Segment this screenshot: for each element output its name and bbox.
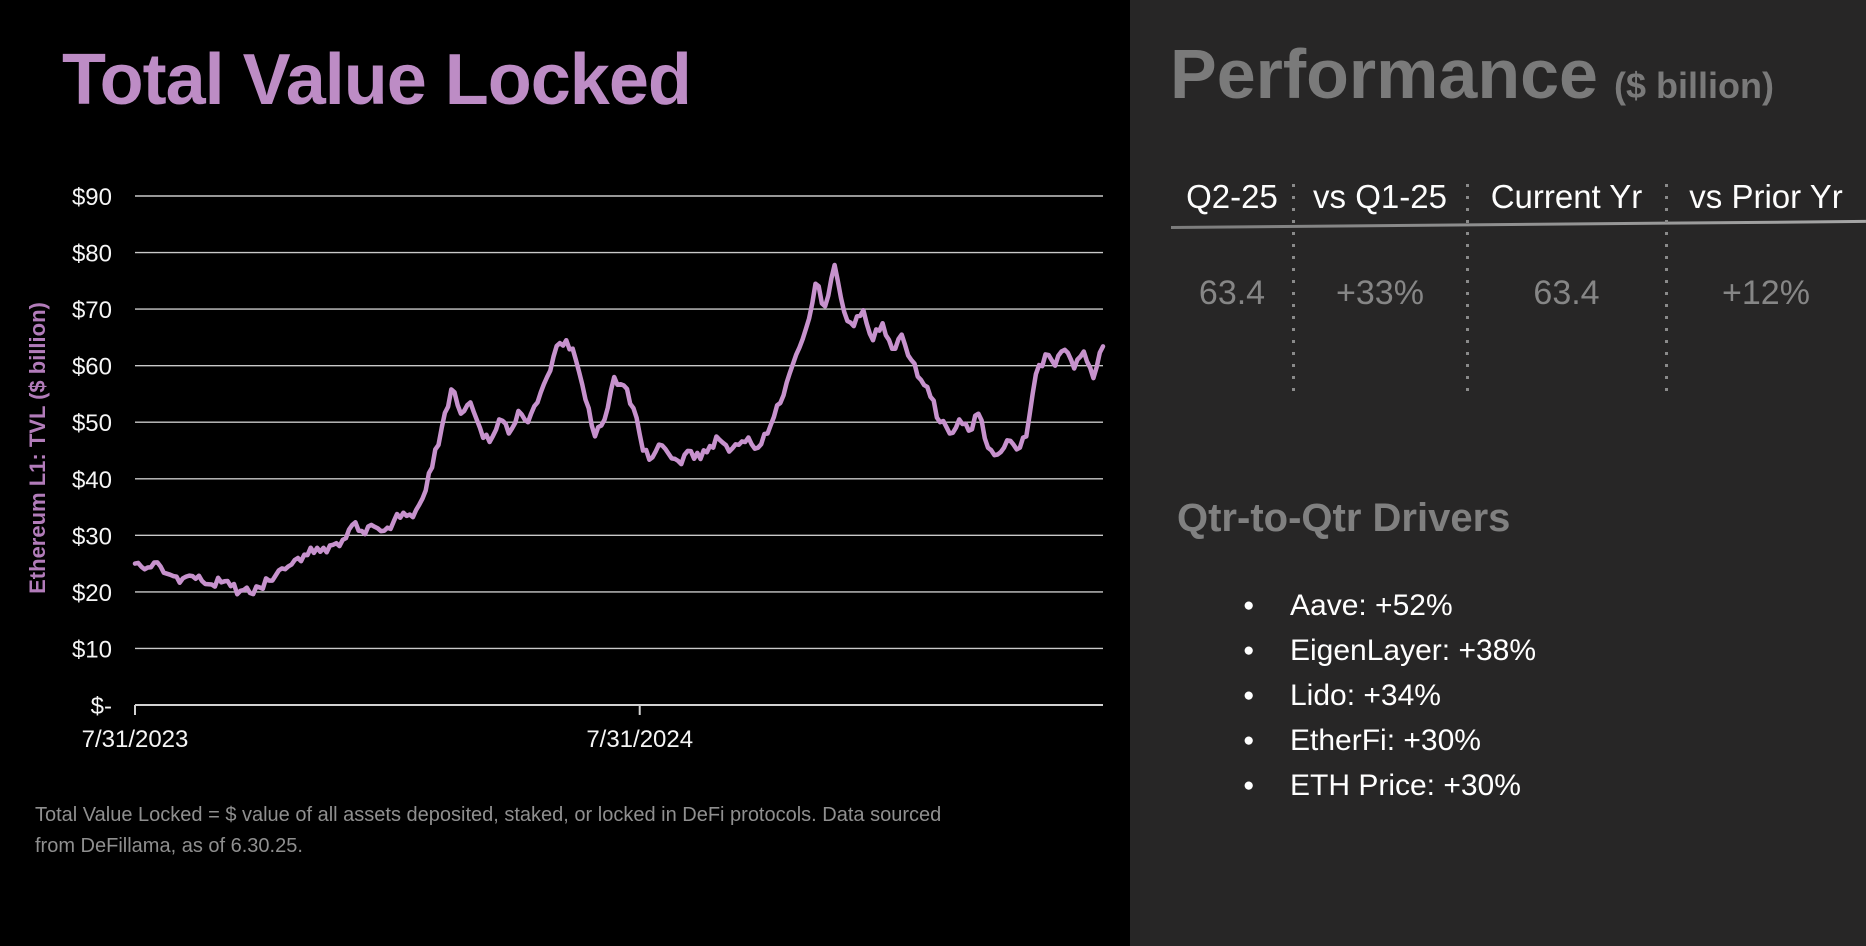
list-item: ● EtherFi: +30% bbox=[1243, 718, 1536, 763]
col-header-vs-prior-yr: vs Prior Yr bbox=[1689, 178, 1843, 215]
chart-footnote: Total Value Locked = $ value of all asse… bbox=[35, 804, 942, 857]
tvl-series-line bbox=[132, 262, 1106, 597]
performance-header: Performance ($ billion) bbox=[1170, 35, 1774, 113]
y-tick-label: $30 bbox=[72, 523, 112, 550]
y-tick-label: $80 bbox=[72, 241, 112, 268]
col-header-vs-q1-25: vs Q1-25 bbox=[1313, 178, 1447, 215]
value-vs-q1-25: +33% bbox=[1336, 273, 1424, 312]
bullet-icon: ● bbox=[1243, 595, 1255, 616]
driver-etherfi: EtherFi: +30% bbox=[1290, 723, 1481, 757]
bullet-icon: ● bbox=[1243, 685, 1255, 706]
driver-aave: Aave: +52% bbox=[1290, 588, 1453, 622]
x-tick-label: 7/31/2024 bbox=[586, 726, 693, 753]
drivers-title: Qtr-to-Qtr Drivers bbox=[1177, 496, 1511, 540]
list-item: ● Aave: +52% bbox=[1243, 583, 1536, 628]
performance-table: Q2-25 vs Q1-25 Current Yr vs Prior Yr 63… bbox=[1170, 170, 1866, 400]
y-tick-label: $20 bbox=[72, 580, 112, 607]
performance-table-value-row: 63.4 +33% 63.4 +12% bbox=[1171, 265, 1866, 321]
y-tick-label: $60 bbox=[72, 354, 112, 381]
column-separator bbox=[1466, 184, 1469, 392]
col-header-current-yr: Current Yr bbox=[1490, 178, 1643, 215]
bullet-icon: ● bbox=[1243, 640, 1255, 661]
y-tick-label: $50 bbox=[72, 410, 112, 437]
tvl-line-chart: $90 $80 $70 $60 $50 $40 $30 $20 $10 $- 7/31/2023 7/… bbox=[72, 184, 1106, 753]
col-header-q2-25: Q2-25 bbox=[1186, 178, 1278, 215]
bullet-icon: ● bbox=[1243, 775, 1255, 796]
y-tick-label: $40 bbox=[72, 467, 112, 494]
column-separator bbox=[1292, 184, 1295, 392]
list-item: ● Lido: +34% bbox=[1243, 673, 1536, 718]
performance-title: Performance bbox=[1170, 35, 1598, 113]
list-item: ● EigenLayer: +38% bbox=[1243, 628, 1536, 673]
y-tick-label: $90 bbox=[72, 184, 112, 211]
y-tick-label: $10 bbox=[72, 636, 112, 663]
bullet-icon: ● bbox=[1243, 730, 1255, 751]
performance-table-header-row: Q2-25 vs Q1-25 Current Yr vs Prior Yr bbox=[1171, 170, 1866, 226]
value-vs-prior-yr: +12% bbox=[1722, 273, 1810, 312]
y-axis-title: Ethereum L1: TVL ($ billion) bbox=[25, 302, 50, 594]
y-tick-label: $- bbox=[91, 693, 112, 720]
performance-subtitle: ($ billion) bbox=[1613, 65, 1774, 106]
driver-eigenlayer: EigenLayer: +38% bbox=[1290, 633, 1537, 667]
driver-eth-price: ETH Price: +30% bbox=[1290, 768, 1521, 802]
column-separator bbox=[1665, 184, 1668, 392]
drivers-list: ● Aave: +52% ● EigenLayer: +38% ● Lido: … bbox=[1243, 583, 1536, 808]
performance-panel: Performance ($ billion) Q2-25 vs Q1-25 C… bbox=[1130, 0, 1866, 946]
x-tick-label: 7/31/2023 bbox=[82, 726, 189, 753]
list-item: ● ETH Price: +30% bbox=[1243, 763, 1536, 808]
driver-lido: Lido: +34% bbox=[1290, 678, 1441, 712]
page-title: Total Value Locked bbox=[62, 40, 692, 120]
value-current-yr: 63.4 bbox=[1533, 273, 1600, 312]
y-tick-label: $70 bbox=[72, 297, 112, 324]
value-q2-25: 63.4 bbox=[1198, 273, 1266, 312]
